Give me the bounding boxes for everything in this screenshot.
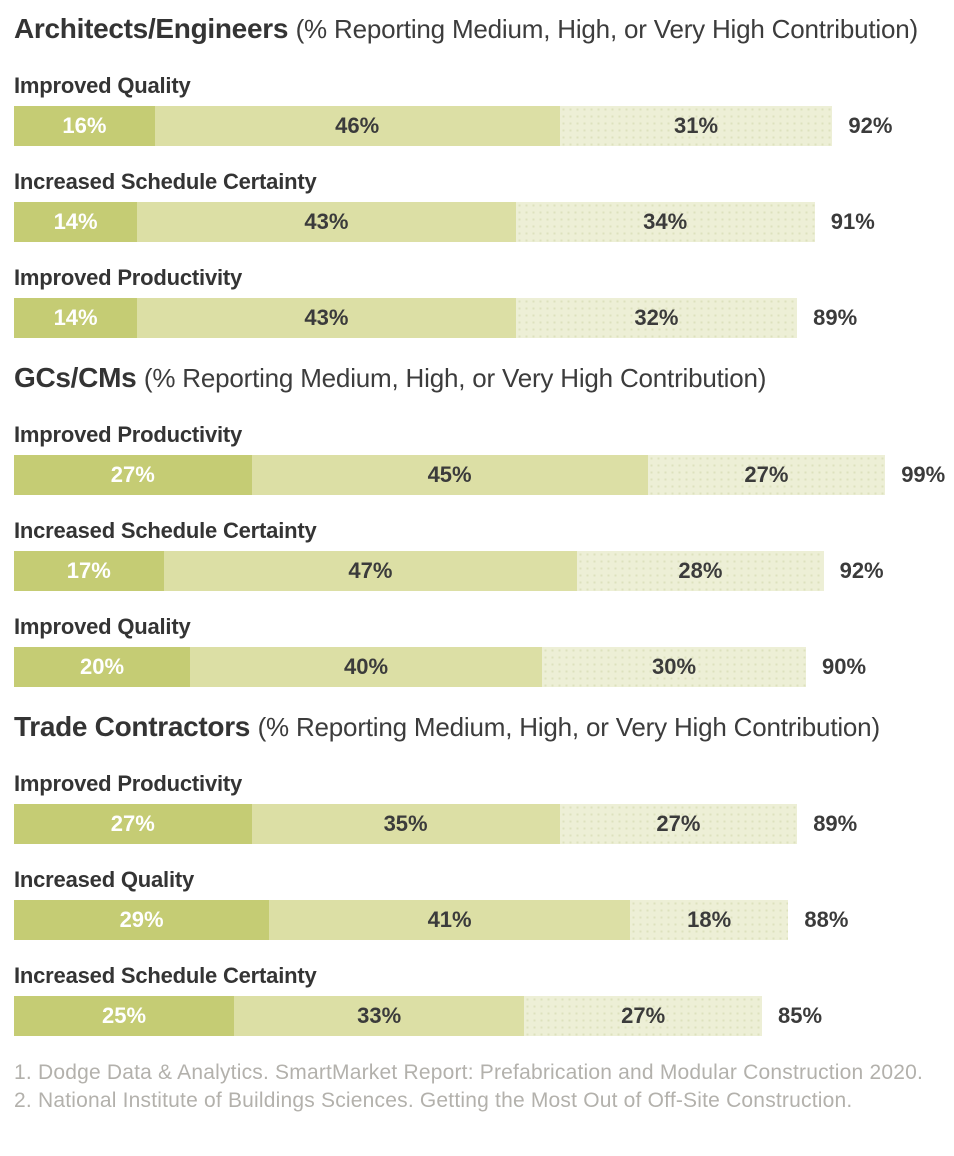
bar-segment-2: 45% <box>251 455 648 495</box>
bar-segment-2: 43% <box>137 298 516 338</box>
bar-row: Increased Schedule Certainty 25% 33% 27%… <box>14 963 940 1036</box>
chart-group-gcs-cms: GCs/CMs (% Reporting Medium, High, or Ve… <box>14 361 945 687</box>
bar-segment-3: 34% <box>515 202 815 242</box>
bar-segment-1: 27% <box>14 455 252 495</box>
bar-row: Improved Productivity 14% 43% 32% 89% <box>14 265 940 338</box>
bar-total: 92% <box>839 558 884 583</box>
bar-segment-1: 27% <box>14 804 252 844</box>
bar-row: Improved Quality 16% 46% 31% 92% <box>14 73 940 146</box>
stacked-bar: 25% 33% 27% <box>14 996 762 1036</box>
group-subtitle: (% Reporting Medium, High, or Very High … <box>143 363 767 393</box>
footnote-2: 2. National Institute of Buildings Scien… <box>14 1089 853 1112</box>
bar-segment-2: 43% <box>137 202 516 242</box>
bar-row-label: Increased Schedule Certainty <box>14 963 317 988</box>
group-title: Architects/Engineers (% Reporting Medium… <box>14 12 940 46</box>
bar-row: Improved Quality 20% 40% 30% 90% <box>14 614 940 687</box>
group-subtitle: (% Reporting Medium, High, or Very High … <box>257 712 881 742</box>
group-title: Trade Contractors (% Reporting Medium, H… <box>14 710 940 744</box>
bar-row-label: Improved Productivity <box>14 422 243 447</box>
bar-row: Improved Productivity 27% 35% 27% 89% <box>14 771 940 844</box>
stacked-bar: 14% 43% 32% <box>14 298 798 338</box>
bar-row: Improved Productivity 27% 45% 27% 99% <box>14 422 945 495</box>
bar-segment-2: 33% <box>234 996 525 1036</box>
chart-group-trade-contractors: Trade Contractors (% Reporting Medium, H… <box>14 710 940 1036</box>
chart-group-architects-engineers: Architects/Engineers (% Reporting Medium… <box>14 12 940 338</box>
group-title-text: Architects/Engineers <box>14 13 289 44</box>
bar-row-label: Increased Quality <box>14 867 195 892</box>
bar-segment-1: 16% <box>14 106 155 146</box>
stacked-bar: 14% 43% 34% <box>14 202 815 242</box>
bar-segment-3: 32% <box>515 298 798 338</box>
bar-segment-3: 30% <box>542 647 806 687</box>
group-subtitle: (% Reporting Medium, High, or Very High … <box>295 14 919 44</box>
bar-total: 90% <box>822 654 867 679</box>
stacked-bar: 27% 35% 27% <box>14 804 798 844</box>
bar-segment-2: 41% <box>269 900 630 940</box>
bar-row-label: Improved Productivity <box>14 771 243 796</box>
bar-total: 88% <box>804 907 849 932</box>
bar-total: 85% <box>777 1003 823 1028</box>
bar-segment-1: 25% <box>14 996 234 1036</box>
stacked-bar: 17% 47% 28% <box>14 551 824 591</box>
bar-row-label: Increased Schedule Certainty <box>14 169 317 194</box>
bar-total: 89% <box>813 811 858 836</box>
bar-total: 89% <box>813 305 858 330</box>
bar-total: 92% <box>848 113 893 138</box>
bar-segment-1: 14% <box>14 202 138 242</box>
stacked-bar: 16% 46% 31% <box>14 106 833 146</box>
group-title-text: GCs/CMs <box>14 362 137 393</box>
bar-row: Increased Schedule Certainty 14% 43% 34%… <box>14 169 940 242</box>
bar-segment-1: 14% <box>14 298 138 338</box>
bar-row: Increased Quality 29% 41% 18% 88% <box>14 867 940 940</box>
footnotes: 1. Dodge Data & Analytics. SmartMarket R… <box>14 1059 940 1115</box>
bar-row-label: Improved Quality <box>14 73 191 98</box>
group-title: GCs/CMs (% Reporting Medium, High, or Ve… <box>14 361 940 395</box>
bar-segment-1: 20% <box>14 647 190 687</box>
bar-segment-3: 31% <box>559 106 833 146</box>
bar-row: Increased Schedule Certainty 17% 47% 28%… <box>14 518 940 591</box>
bar-segment-3: 27% <box>647 455 886 495</box>
bar-segment-2: 40% <box>190 647 542 687</box>
bar-segment-3: 18% <box>629 900 789 940</box>
bar-row-label: Increased Schedule Certainty <box>14 518 317 543</box>
stacked-bar: 27% 45% 27% <box>14 455 886 495</box>
bar-row-label: Improved Quality <box>14 614 191 639</box>
bar-segment-2: 47% <box>163 551 578 591</box>
bar-segment-2: 46% <box>154 106 560 146</box>
stacked-bar: 20% 40% 30% <box>14 647 806 687</box>
bar-total: 99% <box>901 462 946 487</box>
bar-segment-1: 29% <box>14 900 270 940</box>
bar-row-label: Improved Productivity <box>14 265 243 290</box>
bar-segment-3: 27% <box>524 996 762 1036</box>
bar-segment-1: 17% <box>14 551 164 591</box>
bar-total: 91% <box>830 209 875 234</box>
footnote-1: 1. Dodge Data & Analytics. SmartMarket R… <box>14 1061 924 1084</box>
bar-segment-3: 27% <box>559 804 798 844</box>
bar-segment-2: 35% <box>251 804 560 844</box>
bar-segment-3: 28% <box>577 551 824 591</box>
stacked-bar: 29% 41% 18% <box>14 900 789 940</box>
group-title-text: Trade Contractors <box>14 711 251 742</box>
